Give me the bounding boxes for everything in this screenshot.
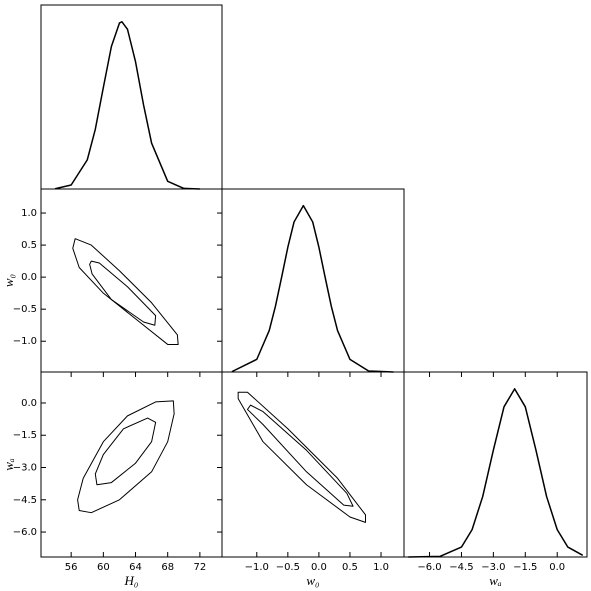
x-tick-label: −4.5 bbox=[449, 562, 473, 573]
panel: −6.0 −4.5 −3.0 −1.5 0.0 wₐ bbox=[403, 371, 588, 588]
panel: 56 60 64 68 72 0.0 −1.5 −3.0 −4.5 −6.0 H₀ wₐ bbox=[1, 371, 223, 588]
x-tick-label: 60 bbox=[97, 562, 110, 573]
y-tick-label: 0.0 bbox=[21, 398, 37, 409]
y-tick-label: −6.0 bbox=[13, 527, 37, 538]
y-tick-label: 0.5 bbox=[21, 240, 37, 251]
y-axis-label: wₐ bbox=[1, 458, 16, 471]
panel-frame bbox=[403, 371, 588, 558]
x-tick-label: −1.0 bbox=[245, 562, 269, 573]
x-tick-label: 1.0 bbox=[373, 562, 389, 573]
panel: 1.0 0.5 0.0 −0.5 −1.0 w₀ bbox=[1, 188, 223, 373]
y-tick-label: −3.0 bbox=[13, 463, 37, 474]
y-tick-label: −4.5 bbox=[13, 495, 37, 506]
x-axis-label: H₀ bbox=[124, 573, 139, 588]
x-tick-label: 72 bbox=[194, 562, 207, 573]
y-tick-label: −1.0 bbox=[13, 336, 37, 347]
x-tick-label: 56 bbox=[65, 562, 78, 573]
panel-frame bbox=[221, 188, 405, 373]
panel bbox=[221, 188, 405, 373]
y-tick-label: −1.5 bbox=[13, 430, 37, 441]
x-tick-label: 0.5 bbox=[342, 562, 358, 573]
y-tick-label: −0.5 bbox=[13, 304, 37, 315]
x-axis-label: wₐ bbox=[489, 573, 502, 588]
x-tick-label: −1.5 bbox=[513, 562, 537, 573]
panel-frame bbox=[40, 188, 223, 373]
density-curve bbox=[231, 204, 394, 373]
panel-frame bbox=[40, 371, 223, 558]
density-curve bbox=[54, 20, 200, 190]
y-tick-label: 1.0 bbox=[21, 208, 37, 219]
contour bbox=[89, 260, 157, 326]
contour bbox=[237, 391, 366, 523]
x-tick-label: 0.0 bbox=[311, 562, 327, 573]
y-tick-label: 0.0 bbox=[21, 272, 37, 283]
x-tick-label: 64 bbox=[129, 562, 142, 573]
x-tick-label: −6.0 bbox=[417, 562, 441, 573]
panel-frame bbox=[40, 4, 223, 190]
contour bbox=[94, 417, 157, 486]
x-tick-label: −3.0 bbox=[481, 562, 505, 573]
contour bbox=[77, 400, 175, 514]
x-tick-label: 0.0 bbox=[549, 562, 565, 573]
contour bbox=[72, 238, 179, 345]
density-curve bbox=[408, 388, 584, 558]
x-tick-label: 68 bbox=[161, 562, 174, 573]
panel: −1.0 −0.5 0.0 0.5 1.0 w₀ bbox=[221, 371, 405, 588]
x-tick-label: −0.5 bbox=[276, 562, 300, 573]
x-axis-label: w₀ bbox=[306, 573, 319, 588]
panel-frame bbox=[221, 371, 405, 558]
panel bbox=[40, 4, 223, 190]
y-axis-label: w₀ bbox=[1, 274, 16, 287]
contour bbox=[246, 404, 354, 507]
